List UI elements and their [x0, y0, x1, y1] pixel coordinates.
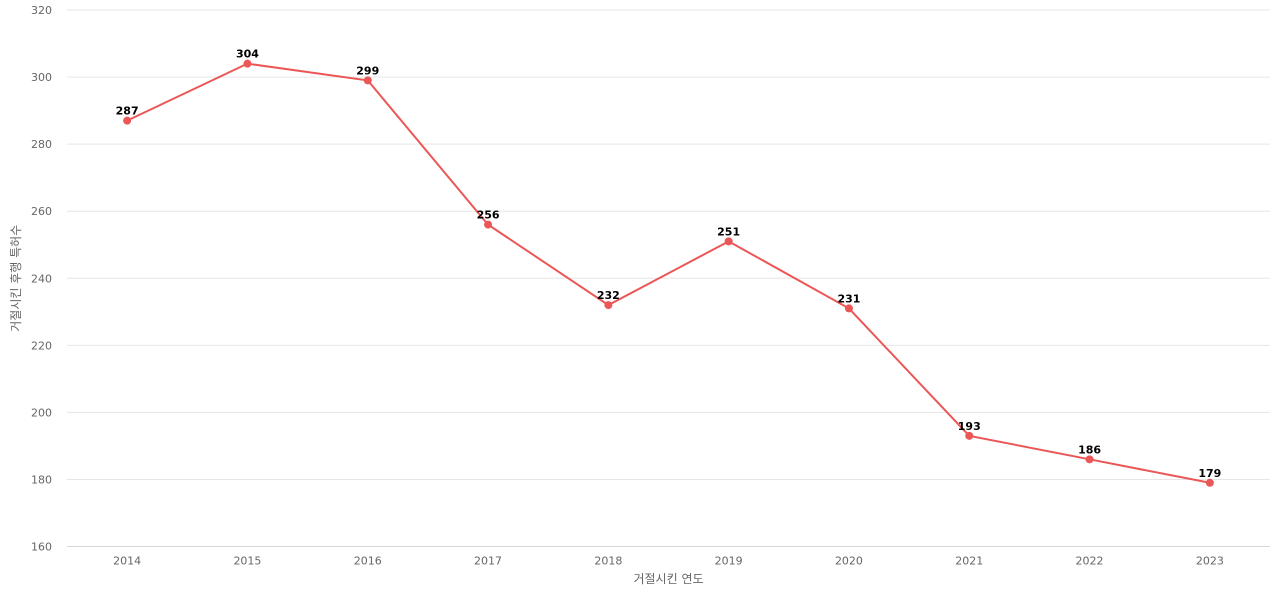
data-label: 186 [1078, 443, 1101, 456]
y-tick-label: 300 [31, 71, 52, 84]
x-axis-title: 거절시킨 연도 [633, 572, 703, 586]
y-axis-title: 거절시킨 후행 특허수 [8, 225, 23, 332]
data-point [965, 431, 974, 440]
data-points [123, 59, 1214, 487]
y-tick-label: 320 [31, 4, 52, 17]
x-tick-label: 2015 [233, 555, 261, 568]
data-labels: 287 304 299 256 232 251 231 193 186 179 [116, 48, 1222, 480]
y-tick-label: 220 [31, 339, 52, 352]
data-label: 232 [597, 289, 620, 302]
data-point [484, 220, 493, 229]
data-label: 231 [837, 292, 860, 305]
x-tick-label: 2019 [715, 555, 743, 568]
data-point [243, 59, 252, 68]
data-point [1205, 478, 1214, 487]
data-point [123, 116, 132, 125]
y-tick-label: 160 [31, 541, 52, 554]
y-axis-ticks: 160 180 200 220 240 260 280 300 320 [31, 4, 52, 554]
data-point [844, 304, 853, 313]
data-label: 287 [116, 105, 139, 118]
data-label: 256 [477, 209, 500, 222]
data-label: 179 [1198, 467, 1221, 480]
grid [67, 9, 1270, 480]
data-label: 193 [958, 420, 981, 433]
data-point [1085, 455, 1094, 464]
series-line [126, 62, 1211, 484]
x-tick-label: 2017 [474, 555, 502, 568]
x-tick-label: 2022 [1076, 555, 1104, 568]
x-axis-ticks: 2014 2015 2016 2017 2018 2019 2020 2021 2022 2023 [113, 555, 1224, 568]
y-tick-label: 200 [31, 406, 52, 419]
x-tick-label: 2016 [354, 555, 382, 568]
x-tick-label: 2020 [835, 555, 863, 568]
data-point [363, 76, 372, 85]
data-label: 299 [356, 64, 379, 77]
x-tick-label: 2021 [955, 555, 983, 568]
y-tick-label: 280 [31, 138, 52, 151]
data-point [724, 237, 733, 246]
y-tick-label: 240 [31, 272, 52, 285]
x-tick-label: 2014 [113, 555, 141, 568]
x-tick-label: 2023 [1196, 555, 1224, 568]
data-point [604, 301, 613, 310]
x-tick-label: 2018 [594, 555, 622, 568]
data-label: 304 [236, 48, 259, 61]
y-tick-label: 260 [31, 205, 52, 218]
data-label: 251 [717, 225, 740, 238]
y-tick-label: 180 [31, 473, 52, 486]
